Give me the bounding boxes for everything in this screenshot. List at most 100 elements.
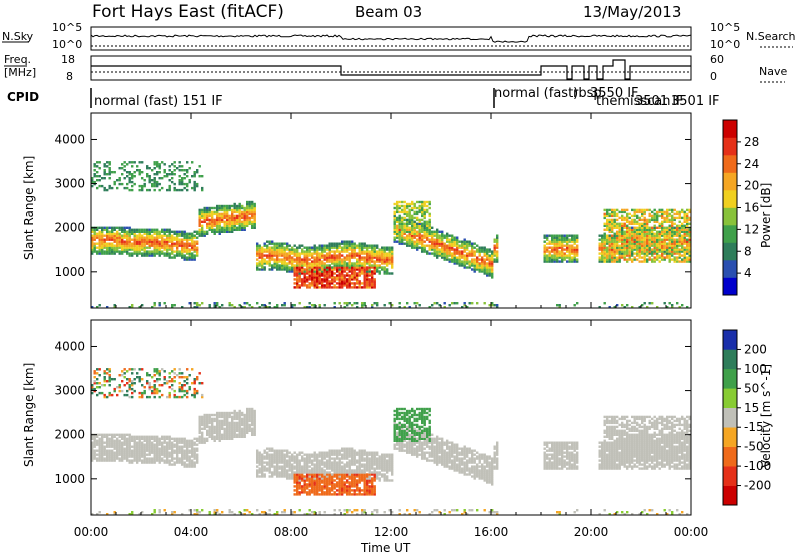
power-cell bbox=[403, 226, 406, 229]
power-cell bbox=[356, 278, 359, 281]
velocity-cell bbox=[108, 378, 111, 381]
power-cell bbox=[193, 258, 196, 261]
velocity-cell bbox=[276, 455, 279, 458]
power-cell bbox=[613, 226, 616, 229]
power-cell bbox=[378, 272, 381, 275]
velocity-cell bbox=[153, 453, 156, 456]
power-cell bbox=[141, 238, 144, 241]
power-cell bbox=[418, 230, 421, 233]
power-cell bbox=[356, 264, 359, 267]
velocity-cell bbox=[143, 391, 146, 395]
power-cell bbox=[688, 254, 691, 257]
velocity-cell bbox=[253, 425, 256, 429]
power-cell bbox=[191, 252, 194, 255]
velocity-cell bbox=[198, 427, 201, 430]
power-cell bbox=[366, 244, 369, 247]
power-cell bbox=[406, 202, 409, 206]
power-cell bbox=[461, 244, 464, 247]
power-cell bbox=[176, 230, 179, 233]
power-cell bbox=[116, 242, 119, 245]
velocity-cell bbox=[278, 455, 281, 458]
power-cell bbox=[648, 232, 651, 235]
power-cell bbox=[431, 236, 434, 239]
power-cell bbox=[156, 232, 159, 235]
velocity-cell bbox=[161, 447, 164, 450]
velocity-cell bbox=[133, 389, 136, 393]
power-cell bbox=[223, 204, 226, 208]
power-cell bbox=[138, 250, 141, 253]
power-cell bbox=[603, 248, 606, 251]
velocity-cell bbox=[91, 435, 94, 438]
power-cell bbox=[668, 232, 671, 235]
power-cell bbox=[163, 242, 166, 245]
power-cell bbox=[348, 242, 351, 245]
power-cell bbox=[113, 238, 116, 241]
power-cell bbox=[676, 232, 679, 235]
power-cell bbox=[633, 238, 636, 241]
power-cell bbox=[566, 254, 569, 257]
velocity-cell bbox=[168, 386, 171, 389]
power-cell bbox=[436, 246, 439, 249]
power-cell bbox=[323, 262, 326, 265]
power-cell bbox=[441, 254, 444, 257]
power-cell bbox=[663, 220, 666, 223]
power-cell bbox=[376, 258, 379, 261]
power-cell bbox=[168, 184, 171, 188]
power-cell bbox=[446, 240, 449, 243]
power-cell bbox=[446, 256, 449, 259]
power-cell bbox=[431, 240, 434, 243]
velocity-cell bbox=[98, 368, 101, 371]
power-cell bbox=[688, 248, 691, 251]
power-cell bbox=[306, 276, 309, 279]
power-cell bbox=[343, 268, 346, 271]
velocity-cell bbox=[103, 393, 106, 397]
power-cell bbox=[601, 250, 604, 253]
power-cell bbox=[183, 173, 186, 176]
power-cell bbox=[638, 234, 641, 237]
power-cell bbox=[308, 270, 311, 273]
power-cell bbox=[116, 179, 119, 182]
power-cell bbox=[241, 204, 244, 208]
power-cell bbox=[153, 173, 156, 176]
power-cell bbox=[111, 230, 114, 233]
power-cell bbox=[346, 250, 349, 253]
velocity-cell bbox=[283, 511, 286, 514]
velocity-cell bbox=[271, 449, 274, 452]
velocity-cell bbox=[176, 461, 179, 464]
power-cell bbox=[316, 262, 319, 265]
power-cell bbox=[313, 256, 316, 259]
power-cell bbox=[681, 260, 684, 263]
power-cell bbox=[286, 248, 289, 251]
velocity-cell bbox=[228, 415, 231, 419]
power-cell bbox=[568, 260, 571, 263]
velocity-cell bbox=[206, 413, 209, 417]
power-cell bbox=[131, 238, 134, 241]
power-cell bbox=[363, 284, 366, 287]
power-cell bbox=[641, 208, 644, 212]
power-cell bbox=[546, 250, 549, 253]
power-cell bbox=[293, 272, 296, 275]
velocity-cell bbox=[101, 459, 104, 462]
velocity-cell bbox=[133, 447, 136, 450]
power-cell bbox=[428, 306, 431, 309]
power-cell bbox=[378, 254, 381, 257]
power-cell bbox=[228, 208, 231, 212]
power-cell bbox=[423, 228, 426, 231]
power-cell bbox=[226, 230, 229, 233]
power-cell bbox=[451, 234, 454, 237]
velocity-cell bbox=[96, 433, 99, 436]
velocity-cell bbox=[111, 378, 114, 381]
power-cell bbox=[408, 242, 411, 245]
velocity-cell bbox=[213, 435, 216, 438]
power-cell bbox=[608, 306, 611, 309]
power-cell bbox=[481, 268, 484, 271]
velocity-cell bbox=[276, 469, 279, 472]
power-cell bbox=[683, 210, 686, 214]
velocity-cell bbox=[93, 455, 96, 458]
power-cell bbox=[343, 284, 346, 287]
power-cell bbox=[491, 250, 494, 253]
power-cell bbox=[338, 242, 341, 245]
velocity-cell bbox=[261, 465, 264, 468]
power-cell bbox=[448, 260, 451, 263]
power-cell bbox=[468, 260, 471, 263]
